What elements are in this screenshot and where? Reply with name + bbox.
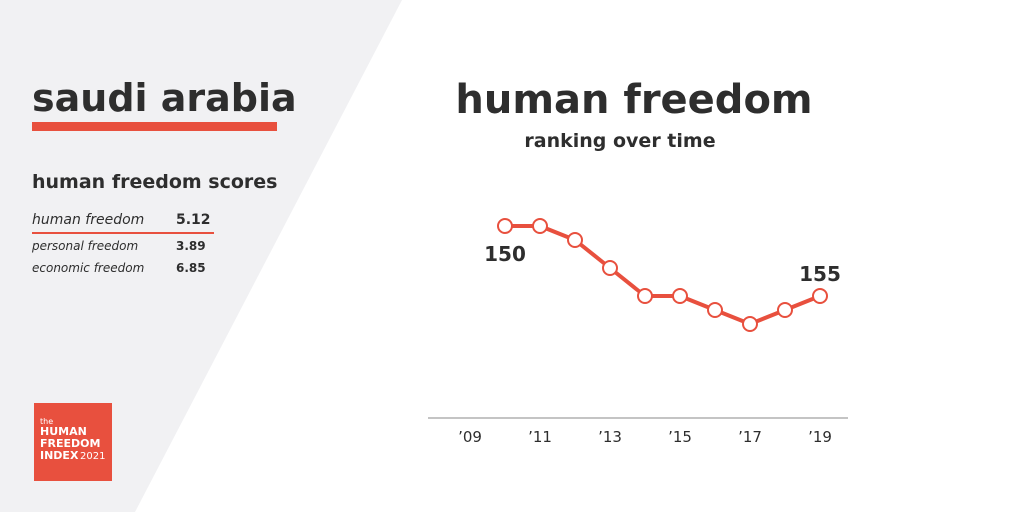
x-tick-label: ’17 (738, 428, 762, 446)
marker (812, 288, 828, 304)
x-tick-label: ’19 (808, 428, 832, 446)
score-label: personal freedom (31, 239, 138, 253)
score-label: economic freedom (32, 261, 144, 275)
scores-title: human freedom scores (32, 171, 277, 193)
marker (567, 232, 583, 248)
score-label: human freedom (32, 212, 144, 228)
marker (497, 218, 513, 234)
chart-title: human freedom (455, 77, 812, 123)
title-underline (32, 122, 277, 131)
country-title: saudi arabia (32, 76, 297, 120)
logo-text: 2021 (80, 451, 105, 462)
logo-text: INDEX (40, 449, 79, 462)
data-label: 155 (799, 262, 841, 286)
logo-text: FREEDOM (40, 437, 100, 450)
marker (637, 288, 653, 304)
x-tick-label: ’11 (528, 428, 552, 446)
marker (532, 218, 548, 234)
marker (742, 316, 758, 332)
marker (777, 302, 793, 318)
marker (672, 288, 688, 304)
marker (602, 260, 618, 276)
logo: the HUMAN FREEDOM INDEX 2021 (34, 403, 112, 481)
data-label: 150 (484, 242, 526, 266)
score-value: 6.85 (176, 261, 206, 275)
logo-box (34, 403, 112, 481)
logo-text: the (40, 417, 53, 426)
x-tick-label: ’13 (598, 428, 622, 446)
chart-subtitle: ranking over time (524, 130, 715, 152)
x-tick-label: ’15 (668, 428, 692, 446)
line (505, 224, 821, 326)
marker (707, 302, 723, 318)
logo-text: HUMAN (40, 425, 87, 438)
score-value: 5.12 (176, 212, 211, 228)
score-value: 3.89 (176, 239, 206, 253)
x-tick-label: ’09 (458, 428, 482, 446)
